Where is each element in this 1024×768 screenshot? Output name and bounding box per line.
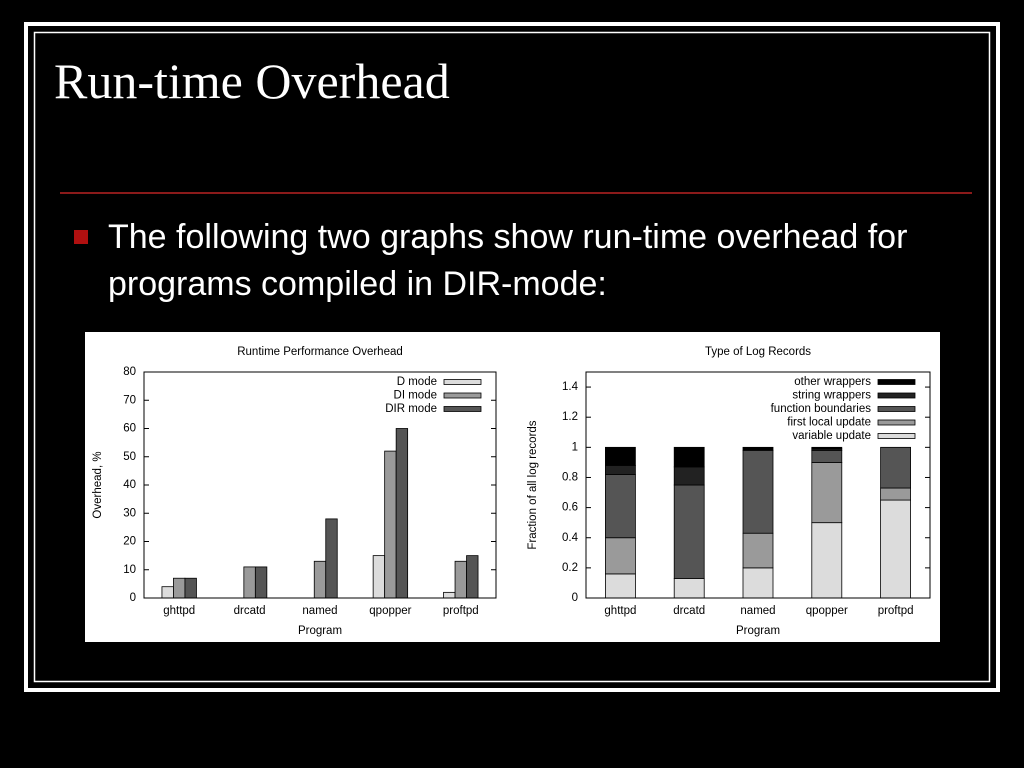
chart-title: Runtime Performance Overhead (237, 346, 403, 358)
bar-segment (811, 461, 843, 524)
x-tick-label: qpopper (806, 605, 848, 617)
y-tick-label: 1 (572, 441, 578, 453)
y-axis-label: Fraction of all log records (527, 420, 539, 549)
y-tick-label: 0 (572, 592, 578, 604)
x-tick-label: qpopper (369, 605, 411, 617)
bar-segment (742, 567, 774, 599)
outer-border (24, 22, 1000, 692)
bar (161, 586, 174, 599)
legend-label: other wrappers (794, 376, 871, 388)
y-tick-label: 0 (130, 592, 136, 604)
legend-label: variable update (792, 430, 871, 442)
bar-segment (880, 446, 911, 489)
bar-segment (811, 449, 843, 463)
bar-segment (673, 446, 705, 468)
bar (443, 591, 456, 599)
x-axis-label: Program (298, 625, 342, 637)
bar-segment (605, 465, 636, 475)
bar-segment (605, 573, 636, 599)
bar-segment (742, 449, 774, 534)
x-tick-label: ghttpd (163, 605, 195, 617)
y-tick-label: 0.4 (562, 532, 579, 544)
bar (395, 428, 409, 599)
bar-segment (605, 474, 636, 539)
x-tick-label: ghttpd (604, 605, 636, 617)
bar-segment (673, 466, 705, 486)
bar-segment (742, 532, 774, 569)
y-axis-label: Overhead, % (92, 451, 104, 518)
y-tick-label: 20 (123, 536, 136, 548)
bar-segment (880, 499, 911, 599)
legend-swatch (877, 392, 916, 399)
bar-segment (811, 446, 843, 450)
y-tick-label: 0.6 (562, 502, 578, 514)
legend-swatch (877, 406, 916, 412)
x-tick-label: drcatd (234, 605, 266, 617)
y-tick-label: 50 (123, 451, 136, 463)
chart-title: Type of Log Records (705, 346, 811, 358)
bar-segment (742, 446, 774, 451)
bullet-marker (74, 230, 88, 244)
y-tick-label: 40 (123, 479, 136, 491)
chart-panel (85, 332, 940, 642)
slide-title: Run-time Overhead (54, 53, 450, 109)
y-tick-label: 10 (123, 564, 136, 576)
bar (466, 555, 479, 599)
legend-swatch (443, 406, 482, 412)
bar (243, 566, 256, 599)
y-tick-label: 70 (123, 394, 136, 406)
y-tick-label: 60 (123, 423, 136, 435)
legend-swatch (877, 419, 916, 426)
x-tick-label: named (302, 605, 337, 617)
plot-frame (585, 371, 931, 599)
x-tick-label: drcatd (673, 605, 705, 617)
legend-label: string wrappers (792, 390, 871, 402)
legend-swatch (877, 433, 916, 439)
y-tick-label: 80 (123, 366, 136, 378)
legend-label: first local update (787, 417, 871, 429)
y-tick-label: 0.8 (562, 471, 578, 483)
x-axis-label: Program (736, 625, 780, 637)
x-tick-label: proftpd (443, 605, 479, 617)
legend-label: DI mode (394, 390, 437, 402)
bar-segment (605, 446, 636, 466)
y-tick-label: 0.2 (562, 562, 578, 574)
bar (184, 577, 197, 599)
y-tick-label: 1.2 (562, 411, 578, 423)
bar-segment (673, 578, 705, 599)
legend-label: DIR mode (385, 403, 437, 415)
x-tick-label: named (740, 605, 775, 617)
bar (384, 450, 397, 599)
bar-segment (811, 522, 843, 599)
legend-swatch (877, 379, 916, 385)
bar (254, 566, 268, 599)
bar (372, 555, 386, 599)
bar (173, 577, 186, 599)
bullet-text: The following two graphs show run-time o… (108, 218, 908, 303)
plot-frame (143, 371, 497, 599)
legend-swatch (443, 379, 482, 385)
bar-segment (880, 487, 911, 501)
legend-label: D mode (397, 376, 437, 388)
y-tick-label: 30 (123, 507, 136, 519)
bar (313, 560, 327, 599)
bar-segment (605, 537, 636, 575)
legend-swatch (443, 392, 482, 399)
bar-segment (673, 484, 705, 579)
inner-border (33, 31, 991, 683)
bar (325, 518, 338, 599)
legend-label: function boundaries (771, 403, 872, 415)
bar (454, 560, 467, 599)
y-tick-label: 1.4 (562, 381, 579, 393)
x-tick-label: proftpd (878, 605, 914, 617)
